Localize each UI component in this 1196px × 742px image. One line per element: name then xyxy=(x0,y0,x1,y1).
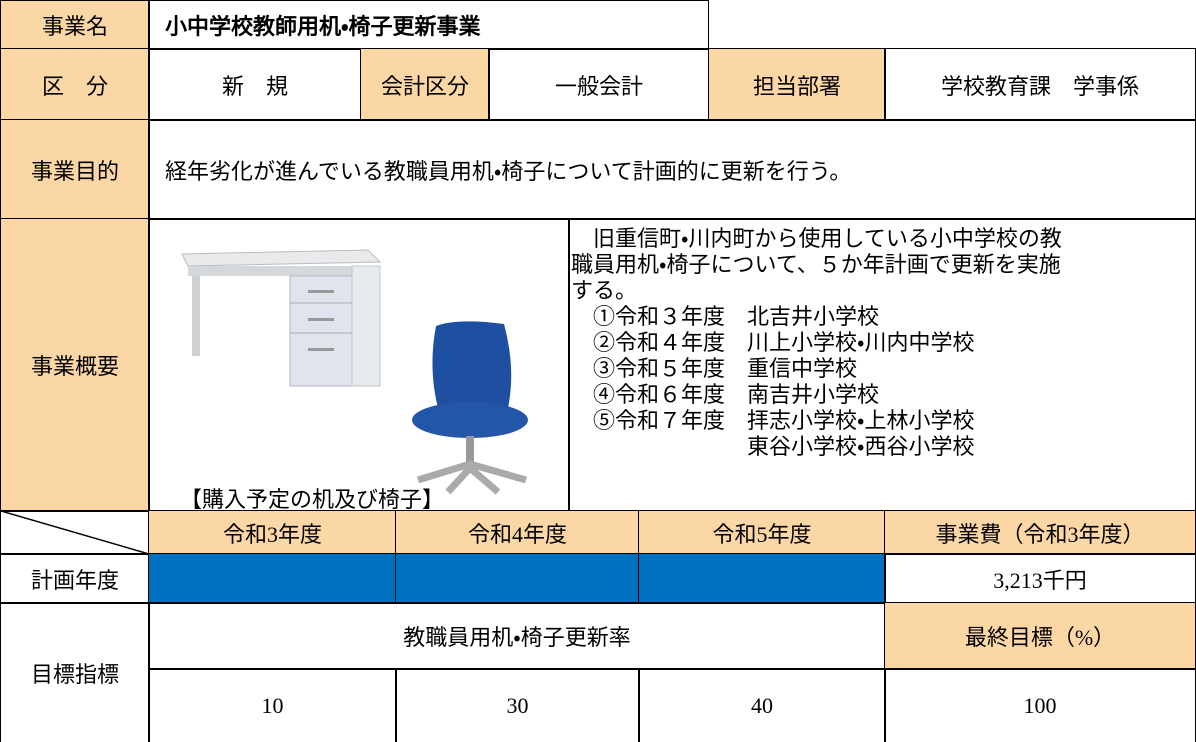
intro-line: する。 xyxy=(571,278,638,303)
value-cell: 30 xyxy=(395,668,640,742)
year-cell: 令和4年度 xyxy=(395,510,640,555)
label-cell: 事業概要 xyxy=(0,218,150,512)
plan-schools: 重信中学校 xyxy=(747,356,858,381)
intro: 旧重信町・川内町から使用している小中学校の教 職員用机・椅子について、５か年計画で… xyxy=(571,226,1193,304)
year-cell: 令和3年度 xyxy=(148,510,397,555)
plan-schools: 東谷小学校・西谷小学校 xyxy=(747,434,975,459)
label-cell: 区 分 xyxy=(0,48,150,121)
plan-schools: 北吉井小学校 xyxy=(747,304,880,329)
label-cell: 担当部署 xyxy=(708,48,886,121)
overview-text: 旧重信町・川内町から使用している小中学校の教 職員用机・椅子について、５か年計画で… xyxy=(571,226,1193,460)
cost-cell: 3,213千円 xyxy=(884,553,1196,604)
label-cell: 会計区分 xyxy=(360,48,490,121)
plan-items: ①令和３年度 北吉井小学校 ②令和４年度 川上小学校・川内中学校 ③令和５年度 重信中学校… xyxy=(571,304,1193,460)
plan-schools: 拝志小学校・上林小学校 xyxy=(747,408,975,433)
plan-schools: 川上小学校・川内中学校 xyxy=(747,330,975,355)
diagonal xyxy=(1,511,149,554)
chair xyxy=(412,321,528,495)
year-cell: 令和5年度 xyxy=(638,510,886,555)
plan-year: ④令和６年度 xyxy=(593,382,726,407)
value-cell: 新 規 xyxy=(148,48,362,121)
furniture-image xyxy=(181,249,528,495)
plan-bar xyxy=(395,553,640,604)
indicator-cell: 教職員用机・椅子更新率 xyxy=(148,602,886,670)
image-caption: 【購入予定の机及び椅子】 xyxy=(180,487,445,512)
plan-year: ⑤令和７年度 xyxy=(593,408,726,433)
plan-year: ②令和４年度 xyxy=(593,330,726,355)
plan-year: ①令和３年度 xyxy=(593,304,726,329)
plan-schools: 南吉井小学校 xyxy=(747,382,880,407)
intro-line: 職員用机・椅子について、５か年計画で更新を実施 xyxy=(571,252,1061,277)
intro-line: 旧重信町・川内町から使用している小中学校の教 xyxy=(593,226,1062,251)
plan-year-spacer xyxy=(593,434,725,460)
value-cell: 100 xyxy=(884,668,1196,742)
purpose-text: 経年劣化が進んでいる教職員用机・椅子について計画的に更新を行う。 xyxy=(148,119,1196,220)
title-cell: 小中学校教師用机・椅子更新事業 xyxy=(148,0,709,50)
label-cell: 計画年度 xyxy=(0,553,150,604)
label-cell: 事業費（令和3年度） xyxy=(884,510,1196,555)
label-cell: 事業名 xyxy=(0,0,150,50)
corner-cell xyxy=(0,510,150,555)
label-cell: 事業目的 xyxy=(0,119,150,220)
value-cell: 10 xyxy=(148,668,397,742)
plan-bar xyxy=(148,553,397,604)
desk xyxy=(181,249,382,387)
value-cell: 学校教育課 学事係 xyxy=(884,48,1196,121)
label-cell: 最終目標（%） xyxy=(884,602,1196,670)
plan-bar xyxy=(638,553,886,604)
value-cell: 40 xyxy=(638,668,886,742)
plan-year: ③令和５年度 xyxy=(593,356,726,381)
label-cell: 目標指標 xyxy=(0,602,150,742)
value-cell: 一般会計 xyxy=(488,48,710,121)
